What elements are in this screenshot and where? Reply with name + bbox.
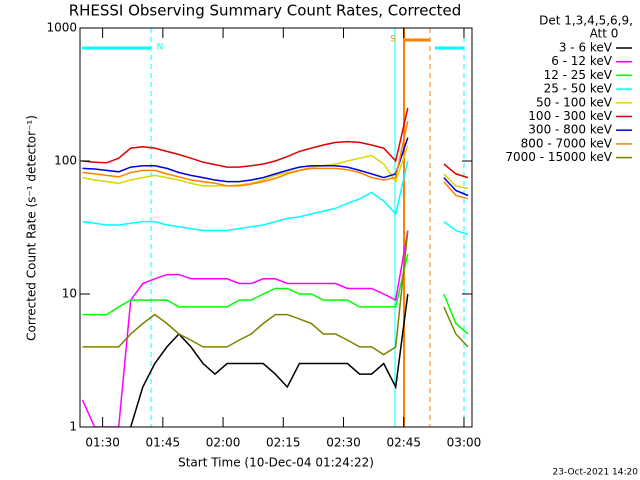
annotation: S <box>390 35 396 45</box>
legend-label: 300 - 800 keV <box>528 123 612 137</box>
plot-frame <box>79 27 473 428</box>
chart-title: RHESSI Observing Summary Count Rates, Co… <box>69 2 462 20</box>
legend-label: 50 - 100 keV <box>536 95 613 109</box>
x-tick-label: 02:30 <box>326 436 361 450</box>
x-tick-label: 02:45 <box>386 436 421 450</box>
legend-label: 6 - 12 keV <box>551 54 613 68</box>
footer: 23-Oct-2021 14:20 <box>553 468 639 478</box>
series-line <box>82 230 469 356</box>
legend-label: 3 - 6 keV <box>559 41 613 55</box>
x-tick-label: 02:00 <box>206 436 241 450</box>
legend-label: 100 - 300 keV <box>528 109 612 123</box>
annotation: N <box>157 43 164 53</box>
legend-title: Det 1,3,4,5,6,9, <box>539 14 633 28</box>
series-line <box>82 145 469 190</box>
legend-label: 25 - 50 keV <box>544 82 613 96</box>
x-tick-label: 02:15 <box>266 436 301 450</box>
y-axis-label: Corrected Count Rate (s⁻¹ detector⁻¹) <box>25 115 39 341</box>
legend-label: 800 - 7000 keV <box>521 136 613 150</box>
x-axis-label: Start Time (10-Dec-04 01:24:22) <box>178 456 374 470</box>
series-line <box>81 230 409 427</box>
x-tick-label: 01:45 <box>146 436 181 450</box>
y-tick-label: 1000 <box>46 21 77 35</box>
series-line <box>82 253 469 335</box>
legend-label: 7000 - 15000 keV <box>505 150 612 164</box>
series-line <box>129 293 409 427</box>
series-line <box>82 107 469 179</box>
y-tick-label: 100 <box>54 154 77 168</box>
x-tick-label: 03:00 <box>447 436 482 450</box>
series-line <box>82 160 469 236</box>
flags: N S <box>82 28 465 427</box>
series-line <box>82 120 469 200</box>
x-tick-label: 01:30 <box>85 436 120 450</box>
y-tick-label: 10 <box>62 287 77 301</box>
plot-area <box>81 107 469 427</box>
legend-label: 12 - 25 keV <box>544 68 613 82</box>
y-tick-label: 1 <box>69 420 77 434</box>
legend-title: Att 0 <box>590 27 619 41</box>
series-line <box>82 137 469 197</box>
